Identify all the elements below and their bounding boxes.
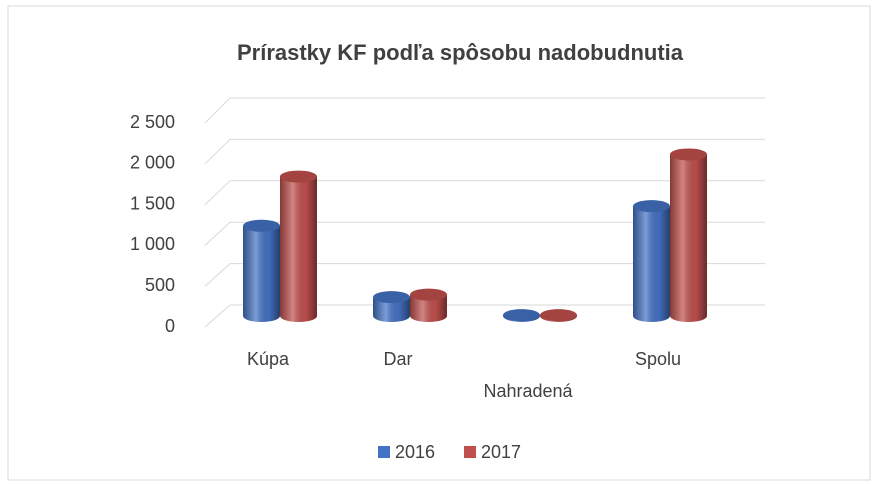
bar-top: [633, 200, 670, 213]
bar-shade: [633, 206, 670, 322]
bar-top-shade: [670, 148, 707, 161]
bar: [540, 309, 577, 322]
bar-shade: [243, 225, 280, 322]
legend-swatch: [464, 446, 476, 458]
bar-top-shade: [503, 309, 540, 322]
grid-line-depth: [204, 263, 231, 287]
bar-shade: [373, 297, 410, 322]
y-tick-label: 500: [145, 275, 175, 295]
chart-title: Prírastky KF podľa spôsobu nadobudnutia: [237, 40, 684, 65]
legend-label: 2017: [481, 442, 521, 462]
grid-line-depth: [204, 221, 231, 246]
bar-top: [503, 309, 540, 322]
bar-top-shade: [373, 291, 410, 304]
legend-swatch: [378, 446, 390, 458]
grid-line-depth: [204, 139, 231, 165]
bar-shade: [280, 176, 317, 322]
x-tick-label: Dar: [383, 349, 412, 369]
bar: [670, 148, 707, 322]
y-tick-label: 2 000: [130, 153, 175, 173]
bar-top-shade: [410, 288, 447, 301]
bar: [373, 291, 410, 322]
bar-top: [670, 148, 707, 161]
chart-border: [7, 5, 871, 481]
bar-top: [373, 291, 410, 304]
bar: [243, 219, 280, 322]
bar-top: [243, 219, 280, 232]
bar-top-shade: [243, 219, 280, 232]
bar-shade: [410, 294, 447, 322]
y-tick-label: 1 000: [130, 234, 175, 254]
bar: [503, 309, 540, 322]
bar-top-shade: [280, 170, 317, 183]
legend-label: 2016: [395, 442, 435, 462]
x-tick-label: Kúpa: [247, 349, 290, 369]
grid-line-depth: [204, 304, 231, 328]
bar-top: [540, 309, 577, 322]
x-tick-label: Nahradená: [483, 381, 573, 401]
y-tick-label: 1 500: [130, 193, 175, 213]
grid-line-depth: [204, 180, 231, 205]
bar-shade: [670, 154, 707, 322]
x-tick-label: Spolu: [635, 349, 681, 369]
bar-top: [410, 288, 447, 301]
y-tick-label: 2 500: [130, 112, 175, 132]
bar: [633, 200, 670, 322]
bar: [280, 170, 317, 322]
bar-top-shade: [540, 309, 577, 322]
bar-top-shade: [633, 200, 670, 213]
y-tick-label: 0: [165, 316, 175, 336]
grid-line-depth: [204, 97, 231, 124]
bar-top: [280, 170, 317, 183]
bar: [410, 288, 447, 322]
